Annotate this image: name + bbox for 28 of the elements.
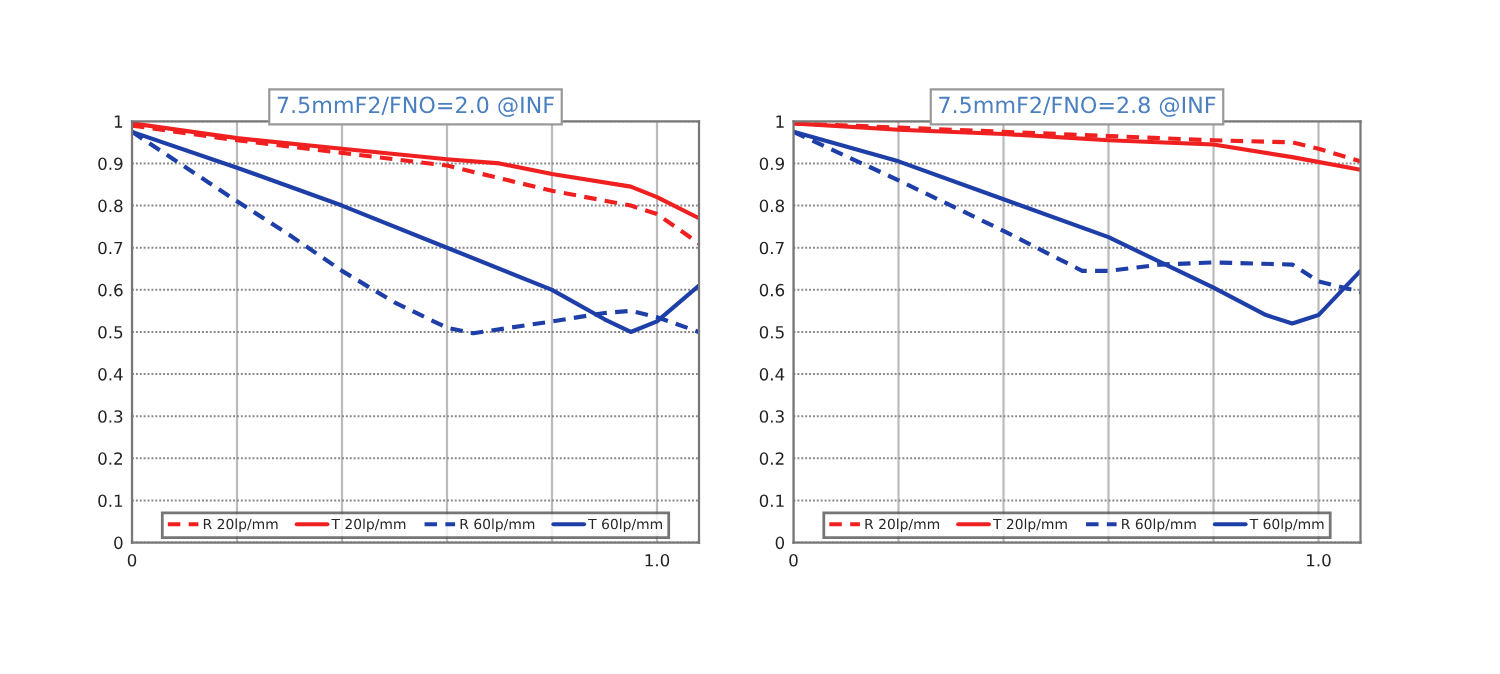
y-tick-label: 0.3 [98, 410, 123, 423]
x-tick-label: 0 [127, 553, 137, 567]
y-tick-label: 0.3 [759, 410, 784, 423]
y-tick-label: 0.8 [98, 199, 123, 213]
y-tick-label: 0.8 [759, 199, 785, 213]
y-tick-label: 0.5 [98, 325, 123, 339]
y-tick-label: 0.4 [98, 368, 123, 381]
y-tick-label: 0.1 [759, 494, 784, 508]
y-tick-label: 0.5 [759, 325, 784, 339]
chart-title: 7.5mmF2/FNO=2.0 @INF [277, 96, 554, 117]
y-tick-label: 0.9 [98, 157, 123, 171]
x-tick-label: 1.0 [1307, 553, 1331, 567]
y-tick-label: 0 [114, 536, 123, 550]
x-tick-label: 0 [789, 553, 798, 567]
y-tick-label: 0.2 [759, 452, 784, 465]
y-tick-label: 0.6 [759, 283, 785, 297]
y-tick-label: 1 [114, 115, 123, 128]
chart-title: 7.5mmF2/FNO=2.8 @INF [939, 96, 1216, 117]
y-tick-label: 0.2 [98, 452, 122, 465]
y-tick-label: 0.1 [98, 494, 123, 508]
x-tick-label: 1.0 [645, 553, 670, 567]
y-tick-label: 1 [776, 115, 784, 128]
y-tick-label: 0.7 [759, 241, 784, 255]
y-tick-label: 0.6 [98, 283, 123, 297]
y-tick-label: 0.4 [759, 368, 785, 381]
y-tick-label: 0.9 [759, 157, 784, 171]
y-tick-label: 0 [775, 536, 785, 550]
y-tick-label: 0.7 [98, 241, 123, 255]
